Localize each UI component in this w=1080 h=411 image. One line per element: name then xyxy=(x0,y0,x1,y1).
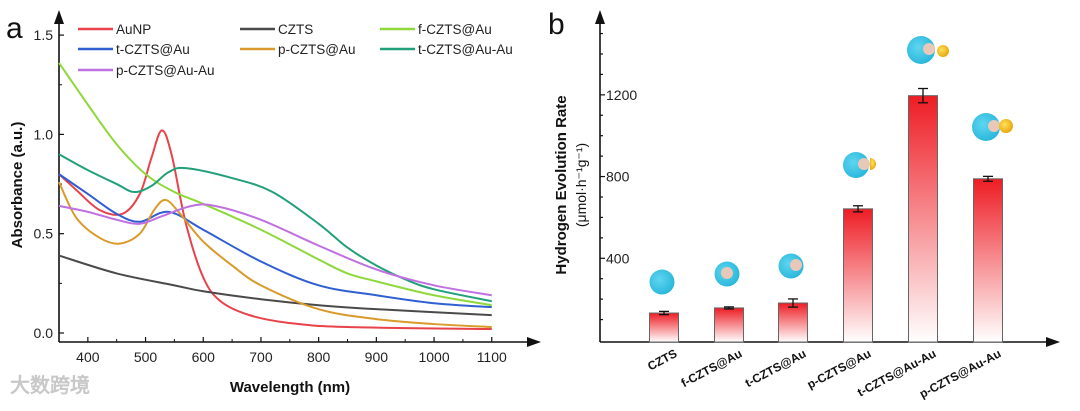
x-tick-label: 1000 xyxy=(418,349,449,365)
legend-label: t-CZTS@Au-Au xyxy=(418,42,513,57)
bar-f-czts-au xyxy=(714,307,744,343)
panel-a-plot: 400 500 600 700 800 900 1000 1100 0.0 0.5 1.0 1.5 Au… xyxy=(34,10,541,365)
au-core-icon xyxy=(790,259,802,271)
bar-p-czts-au-au xyxy=(973,178,1003,343)
y-tick-label: 400 xyxy=(606,250,630,266)
watermark: 大数跨境 xyxy=(10,373,90,397)
au-satellite-icon xyxy=(999,119,1013,133)
x-tick-label: 700 xyxy=(249,349,273,365)
bar-t-czts-au-au xyxy=(908,95,938,343)
au-core-icon xyxy=(721,267,733,279)
panel-a-label: a xyxy=(6,12,23,45)
y-tick-label: 1.0 xyxy=(34,126,54,142)
legend-label: t-CZTS@Au xyxy=(116,42,190,57)
y-axis-arrow xyxy=(595,10,605,24)
y-tick-label: 1200 xyxy=(606,87,637,103)
y-tick-label: 1.5 xyxy=(34,27,54,43)
bar-czts xyxy=(649,312,679,343)
series-line-t-czts-au-au xyxy=(58,153,492,303)
series-line-p-czts-au xyxy=(58,181,492,329)
panel-b-label: b xyxy=(548,8,565,41)
x-tick-label: 600 xyxy=(192,349,216,365)
x-tick-label: 800 xyxy=(307,349,331,365)
x-tick-label: 1100 xyxy=(477,349,507,365)
x-axis-arrow xyxy=(527,337,541,347)
series-line-czts xyxy=(58,254,492,317)
au-satellite-icon xyxy=(937,45,949,57)
au-cap-icon xyxy=(870,158,876,170)
au-core-icon xyxy=(858,158,870,170)
x-axis-title: Wavelength (nm) xyxy=(230,379,350,396)
x-tick-label: 400 xyxy=(76,349,100,365)
au-core-icon xyxy=(988,120,1000,132)
bar-t-czts-au xyxy=(778,302,808,343)
bar-p-czts-au xyxy=(843,208,873,343)
czts-shell-icon xyxy=(972,113,1000,141)
y-axis-unit-b: (μmol·h⁻¹g⁻¹) xyxy=(573,143,589,227)
x-tick-label: 500 xyxy=(134,349,158,365)
series-line-p-czts-au-au xyxy=(58,203,492,297)
x-tick-label: 900 xyxy=(365,349,389,365)
y-tick-label: 0.5 xyxy=(34,226,54,242)
x-category-label: CZTS xyxy=(645,346,679,373)
x-category-label: f-CZTS@Au xyxy=(679,346,745,390)
legend-label: p-CZTS@Au-Au xyxy=(116,63,214,78)
czts-shell-icon xyxy=(649,269,675,295)
series-line-f-czts-au xyxy=(58,62,492,307)
series-line-t-czts-au xyxy=(58,173,492,309)
legend-label: f-CZTS@Au xyxy=(418,22,492,37)
legend-label: AuNP xyxy=(116,22,151,37)
y-axis-title-b: Hydrogen Evolution Rate xyxy=(553,95,570,274)
x-category-label: t-CZTS@Au xyxy=(743,346,809,390)
x-axis-arrow xyxy=(1046,337,1060,347)
legend-label: CZTS xyxy=(278,22,313,37)
y-axis-title: Absorbance (a.u.) xyxy=(9,122,26,249)
y-axis-arrow xyxy=(54,10,64,24)
y-tick-label: 800 xyxy=(606,169,630,185)
czts-shell-icon xyxy=(907,36,935,64)
legend-label: p-CZTS@Au xyxy=(278,42,355,57)
series-line-aunp xyxy=(58,129,492,331)
au-core-icon xyxy=(923,43,935,55)
y-tick-label: 0.0 xyxy=(34,325,54,341)
